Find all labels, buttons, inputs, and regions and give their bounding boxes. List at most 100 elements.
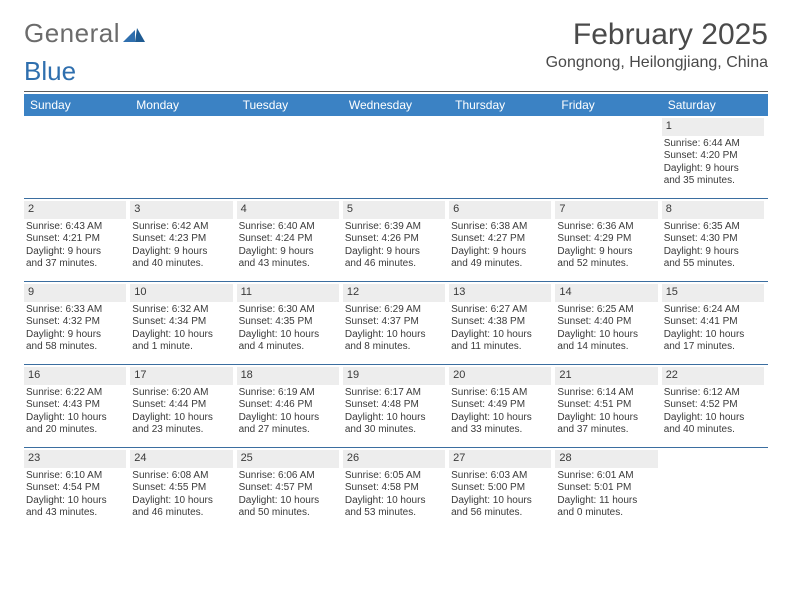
sunrise-text: Sunrise: 6:24 AM [664,304,764,317]
daylight2-text: and 49 minutes. [451,258,551,271]
title-block: February 2025 Gongnong, Heilongjiang, Ch… [546,18,768,72]
sunset-text: Sunset: 4:32 PM [26,316,126,329]
daylight2-text: and 17 minutes. [664,341,764,354]
daylight2-text: and 8 minutes. [345,341,445,354]
daylight1-text: Daylight: 9 hours [239,246,339,259]
sunrise-text: Sunrise: 6:30 AM [239,304,339,317]
day-info: Sunrise: 6:12 AMSunset: 4:52 PMDaylight:… [662,387,764,437]
sunset-text: Sunset: 4:23 PM [132,233,232,246]
sunset-text: Sunset: 4:24 PM [239,233,339,246]
day-number: 2 [24,201,126,219]
daylight2-text: and 35 minutes. [664,175,764,188]
daylight1-text: Daylight: 10 hours [26,495,126,508]
calendar-cell: 13Sunrise: 6:27 AMSunset: 4:38 PMDayligh… [449,282,555,364]
sunset-text: Sunset: 4:55 PM [132,482,232,495]
day-info: Sunrise: 6:03 AMSunset: 5:00 PMDaylight:… [449,470,551,520]
header-divider [24,91,768,92]
weekday-wednesday: Wednesday [343,94,449,116]
daylight2-text: and 33 minutes. [451,424,551,437]
calendar-cell: 8Sunrise: 6:35 AMSunset: 4:30 PMDaylight… [662,199,768,281]
sunset-text: Sunset: 4:58 PM [345,482,445,495]
day-info: Sunrise: 6:14 AMSunset: 4:51 PMDaylight:… [555,387,657,437]
sunrise-text: Sunrise: 6:14 AM [557,387,657,400]
sunset-text: Sunset: 4:48 PM [345,399,445,412]
calendar-cell: 9Sunrise: 6:33 AMSunset: 4:32 PMDaylight… [24,282,130,364]
day-info: Sunrise: 6:08 AMSunset: 4:55 PMDaylight:… [130,470,232,520]
daylight2-text: and 50 minutes. [239,507,339,520]
sunset-text: Sunset: 4:44 PM [132,399,232,412]
day-info: Sunrise: 6:42 AMSunset: 4:23 PMDaylight:… [130,221,232,271]
calendar-cell: 22Sunrise: 6:12 AMSunset: 4:52 PMDayligh… [662,365,768,447]
day-number: 19 [343,367,445,385]
daylight2-text: and 0 minutes. [557,507,657,520]
sunrise-text: Sunrise: 6:29 AM [345,304,445,317]
day-info: Sunrise: 6:32 AMSunset: 4:34 PMDaylight:… [130,304,232,354]
calendar-cell: 16Sunrise: 6:22 AMSunset: 4:43 PMDayligh… [24,365,130,447]
sunrise-text: Sunrise: 6:40 AM [239,221,339,234]
calendar-row: 1Sunrise: 6:44 AMSunset: 4:20 PMDaylight… [24,116,768,199]
weekday-thursday: Thursday [449,94,555,116]
daylight2-text: and 37 minutes. [26,258,126,271]
day-info: Sunrise: 6:25 AMSunset: 4:40 PMDaylight:… [555,304,657,354]
daylight1-text: Daylight: 9 hours [132,246,232,259]
sunset-text: Sunset: 4:21 PM [26,233,126,246]
daylight2-text: and 55 minutes. [664,258,764,271]
day-info: Sunrise: 6:01 AMSunset: 5:01 PMDaylight:… [555,470,657,520]
sunrise-text: Sunrise: 6:32 AM [132,304,232,317]
daylight1-text: Daylight: 10 hours [451,412,551,425]
day-number: 21 [555,367,657,385]
day-number: 1 [662,118,764,136]
sunset-text: Sunset: 4:26 PM [345,233,445,246]
daylight2-text: and 27 minutes. [239,424,339,437]
calendar-cell [237,116,343,198]
daylight2-text: and 37 minutes. [557,424,657,437]
sunset-text: Sunset: 4:52 PM [664,399,764,412]
daylight2-text: and 46 minutes. [345,258,445,271]
sunset-text: Sunset: 4:54 PM [26,482,126,495]
sunrise-text: Sunrise: 6:03 AM [451,470,551,483]
sunrise-text: Sunrise: 6:38 AM [451,221,551,234]
day-info: Sunrise: 6:19 AMSunset: 4:46 PMDaylight:… [237,387,339,437]
sunrise-text: Sunrise: 6:27 AM [451,304,551,317]
calendar-cell: 3 Sunrise: 6:42 AMSunset: 4:23 PMDaylight… [130,199,236,281]
day-info: Sunrise: 6:06 AMSunset: 4:57 PMDaylight:… [237,470,339,520]
day-info: Sunrise: 6:39 AMSunset: 4:26 PMDaylight:… [343,221,445,271]
calendar-cell: 10Sunrise: 6:32 AMSunset: 4:34 PMDayligh… [130,282,236,364]
sunset-text: Sunset: 4:51 PM [557,399,657,412]
day-number: 11 [237,284,339,302]
daylight1-text: Daylight: 9 hours [26,329,126,342]
calendar-cell: 18Sunrise: 6:19 AMSunset: 4:46 PMDayligh… [237,365,343,447]
calendar-cell: 14Sunrise: 6:25 AMSunset: 4:40 PMDayligh… [555,282,661,364]
brand-mark-icon [123,18,145,49]
day-number: 8 [662,201,764,219]
sunrise-text: Sunrise: 6:20 AM [132,387,232,400]
sunset-text: Sunset: 4:41 PM [664,316,764,329]
sunrise-text: Sunrise: 6:05 AM [345,470,445,483]
calendar-cell [24,116,130,198]
sunset-text: Sunset: 4:43 PM [26,399,126,412]
day-number: 6 [449,201,551,219]
sunrise-text: Sunrise: 6:22 AM [26,387,126,400]
day-info: Sunrise: 6:15 AMSunset: 4:49 PMDaylight:… [449,387,551,437]
day-number: 3 [130,201,232,219]
sunrise-text: Sunrise: 6:44 AM [664,138,764,151]
day-number: 24 [130,450,232,468]
day-number: 25 [237,450,339,468]
daylight1-text: Daylight: 10 hours [132,329,232,342]
location-text: Gongnong, Heilongjiang, China [546,54,768,72]
day-info: Sunrise: 6:43 AMSunset: 4:21 PMDaylight:… [24,221,126,271]
day-info: Sunrise: 6:05 AMSunset: 4:58 PMDaylight:… [343,470,445,520]
day-info: Sunrise: 6:17 AMSunset: 4:48 PMDaylight:… [343,387,445,437]
day-number: 28 [555,450,657,468]
sunrise-text: Sunrise: 6:15 AM [451,387,551,400]
daylight1-text: Daylight: 10 hours [345,412,445,425]
calendar-cell: 7Sunrise: 6:36 AMSunset: 4:29 PMDaylight… [555,199,661,281]
calendar-cell [449,116,555,198]
month-title: February 2025 [546,18,768,52]
sunrise-text: Sunrise: 6:39 AM [345,221,445,234]
calendar-cell: 6Sunrise: 6:38 AMSunset: 4:27 PMDaylight… [449,199,555,281]
sunset-text: Sunset: 4:46 PM [239,399,339,412]
calendar-cell: 19 Sunrise: 6:17 AMSunset: 4:48 PMDayligh… [343,365,449,447]
calendar-cell: 27Sunrise: 6:03 AMSunset: 5:00 PMDayligh… [449,448,555,530]
sunset-text: Sunset: 4:35 PM [239,316,339,329]
